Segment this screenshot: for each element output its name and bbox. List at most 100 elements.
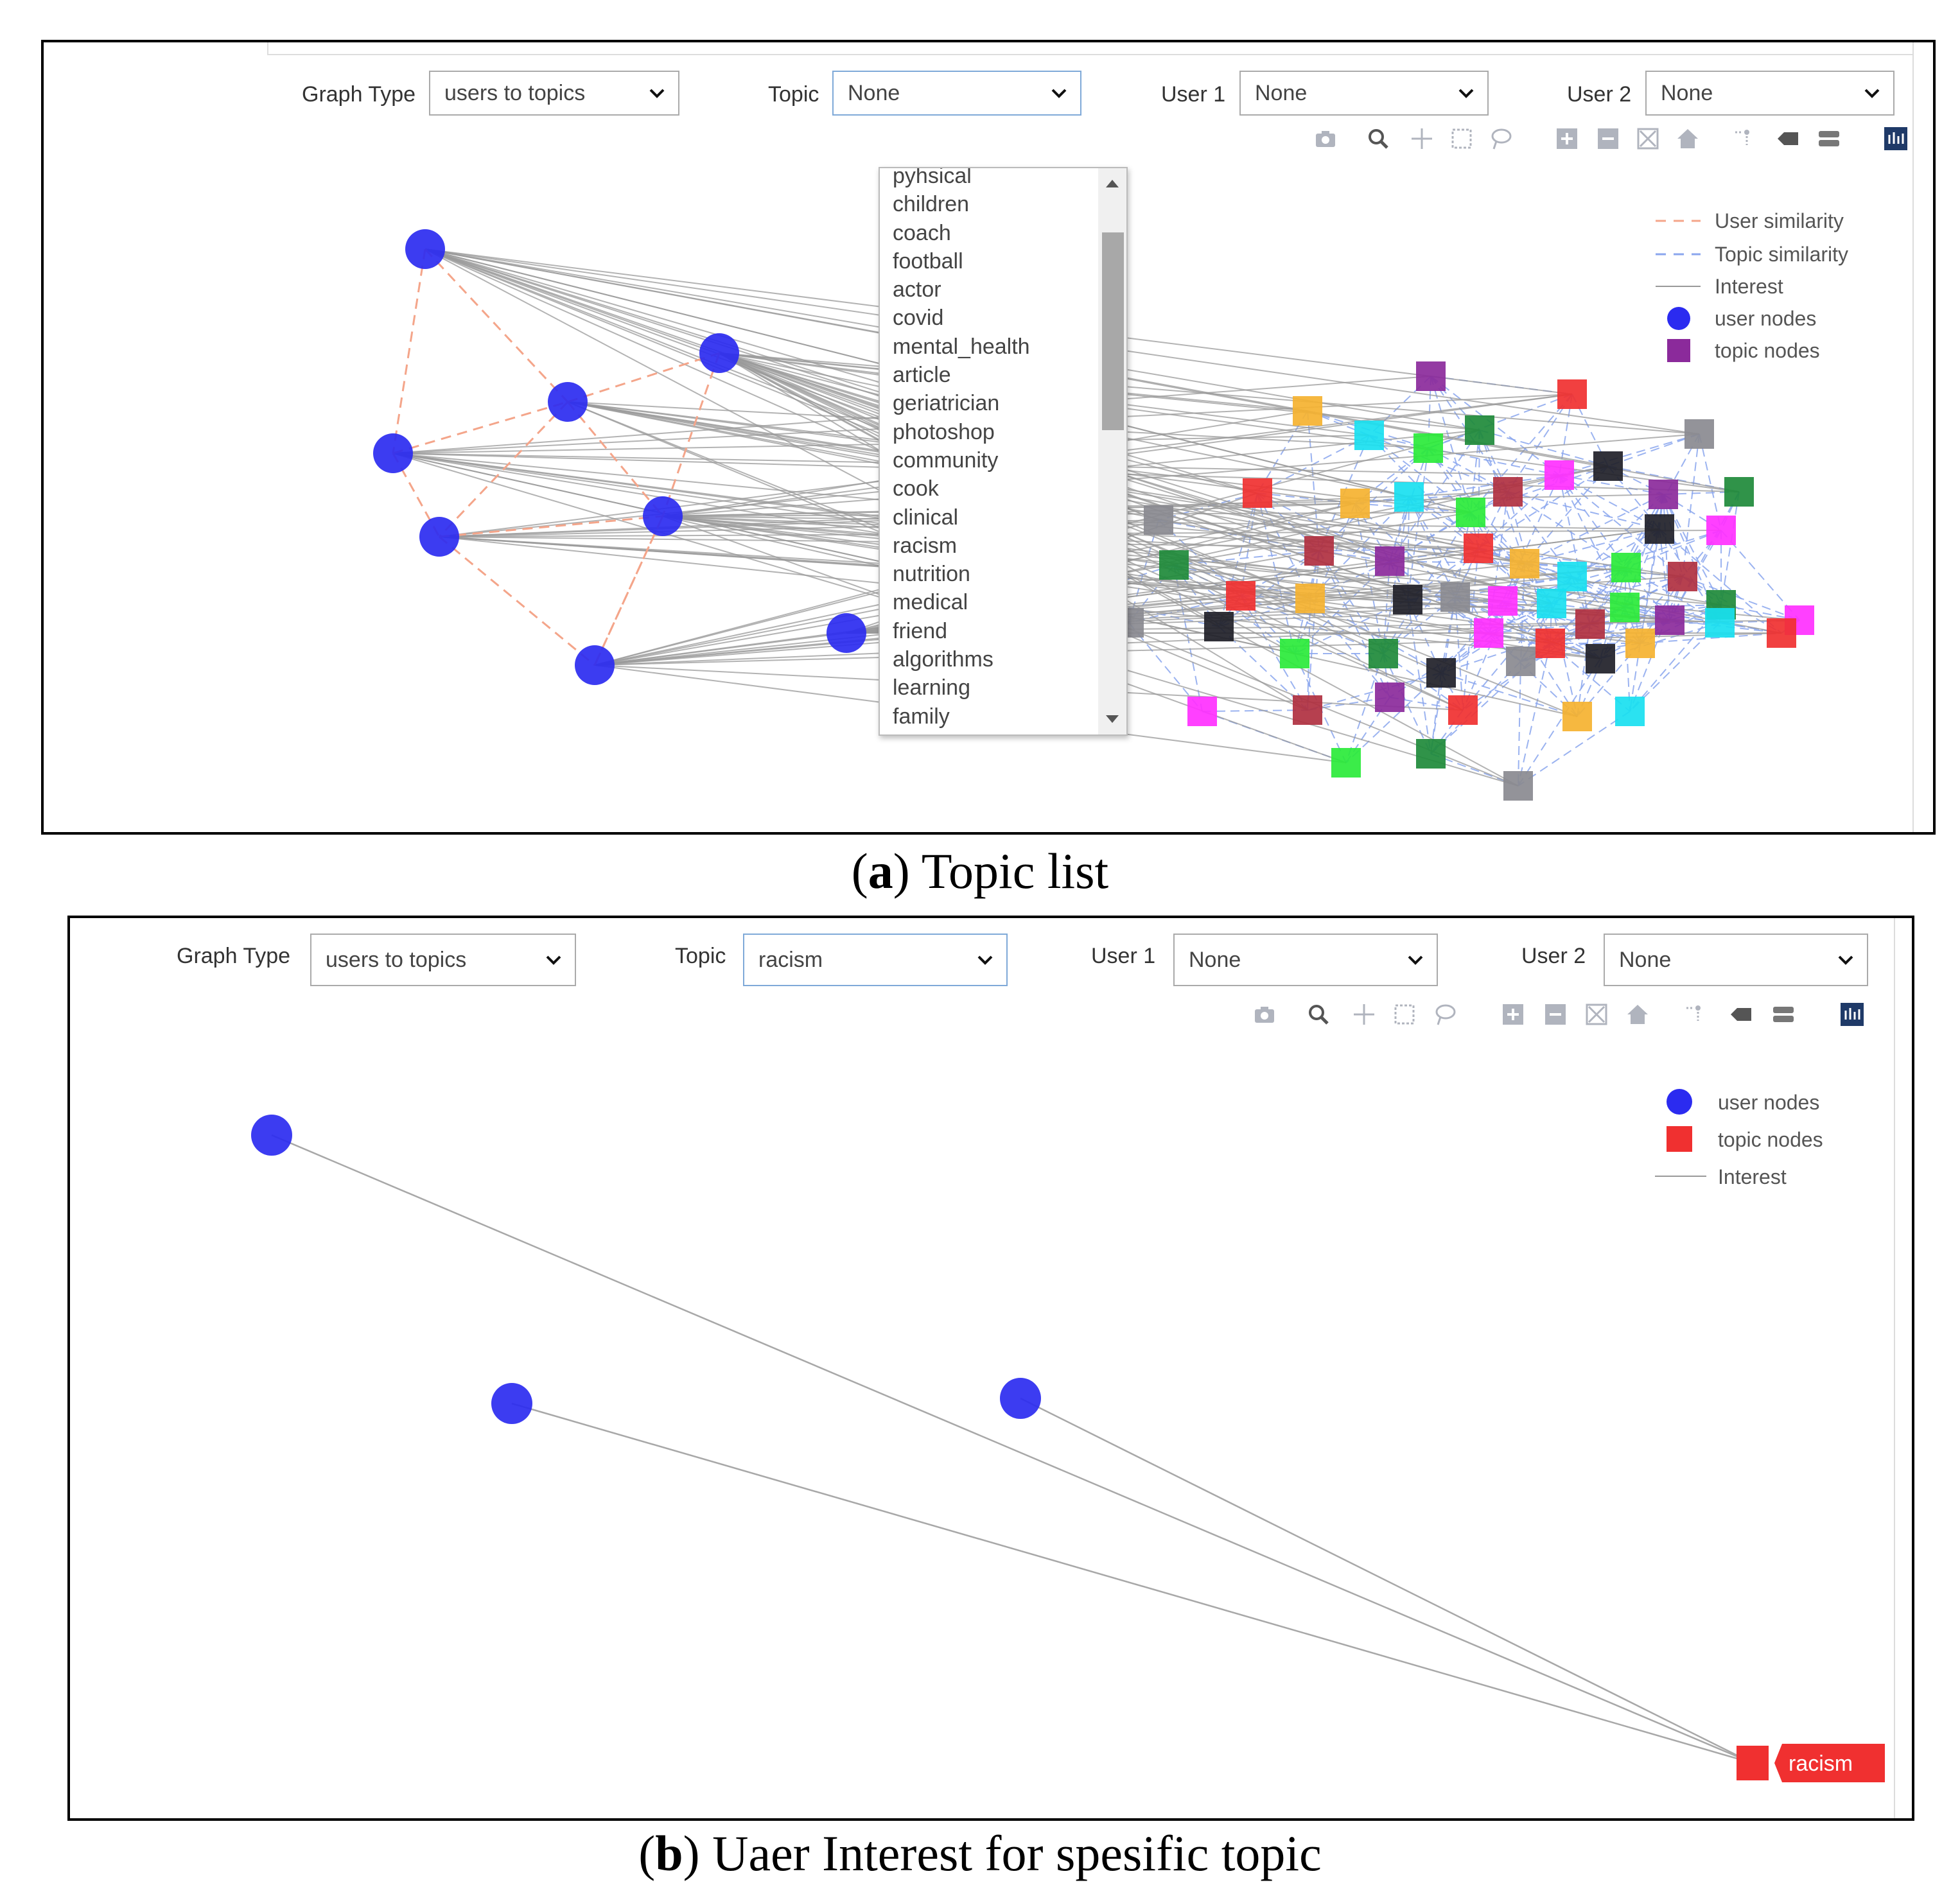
user-node[interactable]: [643, 496, 683, 536]
autoscale-icon[interactable]: [1584, 1002, 1609, 1027]
topic-node[interactable]: [1557, 379, 1587, 409]
zoom-icon[interactable]: [1365, 126, 1391, 152]
topic-node[interactable]: [1611, 553, 1641, 582]
topic-select[interactable]: None: [832, 71, 1081, 116]
topic-node[interactable]: [1593, 451, 1623, 481]
topic-dropdown-list[interactable]: pyhsical children coach football actor covid m…: [879, 167, 1128, 736]
topic-node[interactable]: [1394, 482, 1424, 512]
topic-option[interactable]: medical: [893, 590, 968, 615]
zoom-out-icon[interactable]: [1595, 126, 1621, 152]
user-node[interactable]: [1000, 1378, 1041, 1419]
graph-type-select[interactable]: users to topics: [310, 934, 576, 986]
lasso-select-icon[interactable]: [1433, 1002, 1458, 1027]
topic-node[interactable]: [1448, 695, 1478, 725]
topic-node[interactable]: [1474, 618, 1503, 648]
hover-compare-icon[interactable]: [1771, 1002, 1796, 1027]
topic-option[interactable]: community: [893, 448, 999, 473]
topic-node[interactable]: [1465, 415, 1494, 445]
topic-node[interactable]: [1575, 609, 1605, 639]
graph-type-select[interactable]: users to topics: [429, 71, 679, 116]
topic-option[interactable]: clinical: [893, 505, 959, 530]
scroll-down-icon[interactable]: [1106, 715, 1119, 723]
topic-node[interactable]: [1625, 629, 1655, 658]
scrollbar-thumb[interactable]: [1102, 232, 1124, 430]
topic-node[interactable]: [1375, 546, 1404, 576]
topic-node[interactable]: [1295, 584, 1325, 613]
topic-option[interactable]: actor: [893, 277, 941, 302]
topic-option[interactable]: friend: [893, 618, 948, 643]
user1-select[interactable]: None: [1173, 934, 1438, 986]
user-node[interactable]: [373, 433, 413, 473]
user1-select[interactable]: None: [1239, 71, 1489, 116]
topic-node[interactable]: [1159, 550, 1189, 580]
topic-option[interactable]: cook: [893, 476, 939, 501]
box-select-icon[interactable]: [1449, 126, 1474, 152]
topic-node[interactable]: [1416, 739, 1446, 769]
user-node[interactable]: [491, 1383, 532, 1424]
hover-compare-icon[interactable]: [1816, 126, 1842, 152]
topic-node[interactable]: [1243, 478, 1272, 508]
topic-node[interactable]: [1562, 702, 1592, 731]
user-node[interactable]: [405, 229, 445, 269]
topic-node[interactable]: [1464, 534, 1493, 563]
plotly-logo-icon[interactable]: [1839, 1002, 1865, 1027]
user-node[interactable]: [699, 333, 739, 373]
topic-node[interactable]: [1668, 562, 1697, 591]
user-node[interactable]: [827, 613, 866, 653]
topic-node[interactable]: [1456, 498, 1485, 527]
topic-node[interactable]: [1226, 581, 1256, 611]
topic-node[interactable]: [1354, 421, 1384, 450]
scroll-up-icon[interactable]: [1106, 180, 1119, 187]
autoscale-icon[interactable]: [1635, 126, 1661, 152]
topic-node[interactable]: [1536, 629, 1565, 658]
topic-node[interactable]: [1280, 639, 1309, 668]
network-graph-b[interactable]: racism user nodes topic nodes Interest: [70, 918, 1912, 1818]
topic-node[interactable]: [1510, 549, 1539, 578]
camera-icon[interactable]: [1252, 1002, 1277, 1027]
topic-option[interactable]: children: [893, 192, 970, 217]
topic-node[interactable]: [1340, 489, 1370, 518]
topic-node[interactable]: [1413, 433, 1443, 463]
topic-option[interactable]: learning: [893, 675, 970, 700]
topic-node[interactable]: [1737, 1746, 1769, 1780]
topic-node[interactable]: [1304, 536, 1334, 566]
topic-node[interactable]: [1393, 585, 1422, 614]
topic-node[interactable]: [1144, 505, 1173, 535]
topic-node[interactable]: [1649, 480, 1678, 509]
user-node[interactable]: [575, 645, 615, 685]
topic-node[interactable]: [1369, 639, 1398, 668]
topic-option[interactable]: coach: [893, 220, 951, 245]
topic-option[interactable]: family: [893, 704, 950, 729]
zoom-icon[interactable]: [1306, 1002, 1331, 1027]
topic-node[interactable]: [1684, 419, 1714, 449]
topic-node[interactable]: [1506, 647, 1536, 676]
reset-axes-icon[interactable]: [1675, 126, 1701, 152]
topic-node[interactable]: [1767, 618, 1796, 648]
topic-node[interactable]: [1293, 396, 1322, 426]
topic-node[interactable]: [1204, 612, 1234, 641]
topic-node[interactable]: [1440, 582, 1470, 612]
topic-option[interactable]: article: [893, 363, 951, 388]
user-node[interactable]: [548, 382, 588, 422]
pan-icon[interactable]: [1409, 126, 1435, 152]
camera-icon[interactable]: [1313, 126, 1338, 152]
zoom-in-icon[interactable]: [1500, 1002, 1526, 1027]
topic-node[interactable]: [1544, 460, 1574, 490]
topic-node[interactable]: [1655, 605, 1684, 635]
zoom-out-icon[interactable]: [1543, 1002, 1568, 1027]
spike-lines-icon[interactable]: [1680, 1002, 1706, 1027]
topic-option[interactable]: football: [893, 248, 963, 274]
topic-node[interactable]: [1557, 562, 1587, 591]
lasso-select-icon[interactable]: [1489, 126, 1514, 152]
topic-node[interactable]: [1493, 477, 1523, 507]
reset-axes-icon[interactable]: [1625, 1002, 1650, 1027]
topic-node[interactable]: [1537, 589, 1566, 618]
topic-node[interactable]: [1293, 695, 1322, 725]
topic-node[interactable]: [1724, 477, 1754, 507]
topic-node[interactable]: [1331, 748, 1361, 778]
topic-node[interactable]: [1503, 771, 1533, 801]
plotly-logo-icon[interactable]: [1883, 126, 1909, 152]
spike-lines-icon[interactable]: [1729, 126, 1754, 152]
hover-closest-icon[interactable]: [1775, 126, 1801, 152]
topic-node[interactable]: [1488, 586, 1518, 616]
